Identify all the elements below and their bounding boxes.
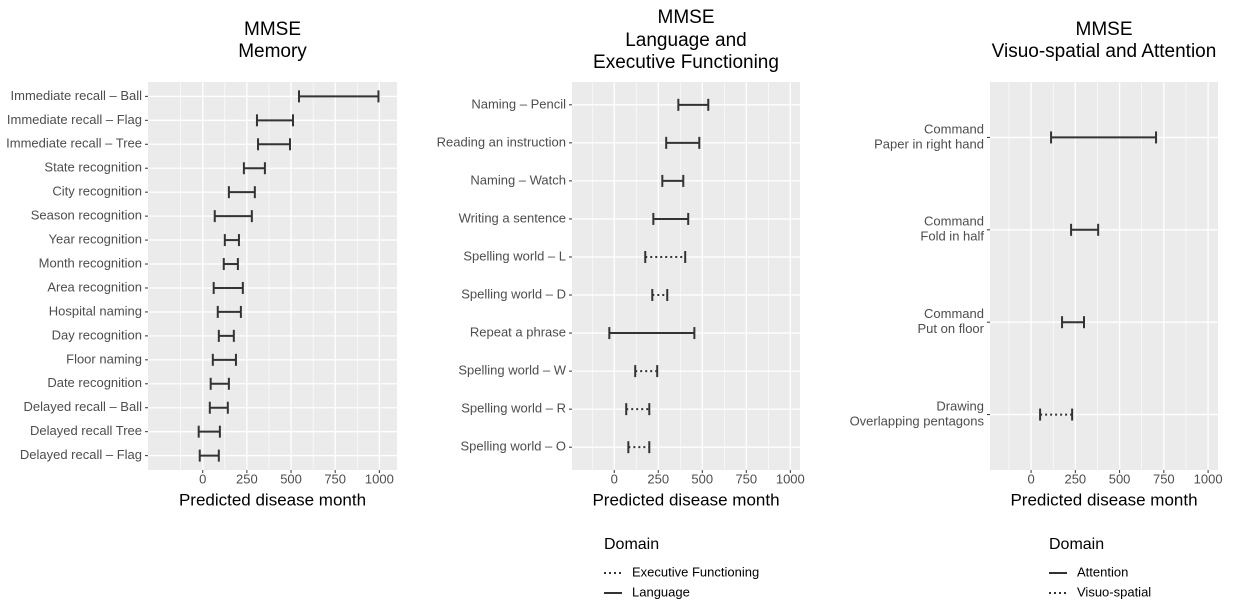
y-tick-label: City recognition bbox=[52, 184, 142, 199]
plot-panel bbox=[990, 82, 1218, 470]
y-tick-label: Delayed recall Tree bbox=[30, 423, 142, 438]
legend-title: Domain bbox=[604, 536, 659, 553]
chart-title: Memory bbox=[238, 41, 307, 62]
y-tick-label: Year recognition bbox=[49, 232, 142, 247]
x-axis-title: Predicted disease month bbox=[179, 490, 366, 509]
chart-title: Language and bbox=[625, 30, 747, 51]
y-tick-label: Delayed recall – Ball bbox=[23, 399, 142, 414]
y-tick-label: Day recognition bbox=[52, 327, 142, 342]
y-tick-label: Reading an instruction bbox=[437, 134, 566, 149]
y-tick-label: Paper in right hand bbox=[874, 136, 984, 151]
legend-label: Executive Functioning bbox=[632, 564, 759, 579]
y-tick-label: Season recognition bbox=[31, 208, 142, 223]
chart-title: MMSE bbox=[658, 7, 715, 28]
x-tick-label: 250 bbox=[1064, 471, 1086, 486]
x-tick-label: 1000 bbox=[1194, 471, 1223, 486]
y-tick-label: Area recognition bbox=[47, 279, 142, 294]
y-tick-label: Immediate recall – Ball bbox=[11, 88, 143, 103]
y-tick-label: Drawing bbox=[936, 399, 984, 414]
y-tick-label: Immediate recall – Flag bbox=[7, 112, 142, 127]
y-tick-label: Spelling world – W bbox=[458, 363, 566, 378]
x-tick-label: 750 bbox=[1153, 471, 1175, 486]
y-tick-label: Command bbox=[924, 306, 984, 321]
x-tick-label: 500 bbox=[691, 471, 713, 486]
y-tick-label: Writing a sentence bbox=[459, 210, 566, 225]
y-tick-label: Fold in half bbox=[920, 229, 984, 244]
y-tick-label: Spelling world – L bbox=[463, 248, 566, 263]
x-tick-label: 0 bbox=[199, 471, 206, 486]
chart-title: MMSE bbox=[244, 19, 301, 40]
y-tick-label: Delayed recall – Flag bbox=[20, 447, 142, 462]
y-tick-label: Month recognition bbox=[39, 255, 142, 270]
legend-label: Language bbox=[632, 584, 690, 599]
x-axis-title: Predicted disease month bbox=[1010, 490, 1197, 509]
legend-title: Domain bbox=[1049, 536, 1104, 553]
plot-panel bbox=[572, 82, 800, 470]
y-tick-label: Repeat a phrase bbox=[470, 324, 566, 339]
x-tick-label: 500 bbox=[280, 471, 302, 486]
chart-title: Executive Functioning bbox=[593, 52, 779, 73]
y-tick-label: Command bbox=[924, 121, 984, 136]
y-tick-label: Naming – Pencil bbox=[471, 96, 566, 111]
x-tick-label: 1000 bbox=[776, 471, 805, 486]
x-tick-label: 0 bbox=[1027, 471, 1034, 486]
y-tick-label: State recognition bbox=[44, 160, 142, 175]
y-tick-label: Spelling world – D bbox=[461, 286, 566, 301]
plot-panel bbox=[148, 82, 397, 470]
x-tick-label: 500 bbox=[1109, 471, 1131, 486]
x-tick-label: 750 bbox=[735, 471, 757, 486]
chart-title: MMSE bbox=[1076, 19, 1133, 40]
y-tick-label: Spelling world – O bbox=[461, 439, 567, 454]
x-tick-label: 250 bbox=[647, 471, 669, 486]
y-tick-label: Spelling world – R bbox=[461, 401, 566, 416]
x-tick-label: 250 bbox=[236, 471, 258, 486]
y-tick-label: Put on floor bbox=[918, 321, 985, 336]
chart-title: Visuo-spatial and Attention bbox=[992, 41, 1217, 62]
legend-label: Visuo-spatial bbox=[1077, 584, 1151, 599]
y-tick-label: Overlapping pentagons bbox=[850, 414, 985, 429]
x-tick-label: 750 bbox=[324, 471, 346, 486]
x-axis-title: Predicted disease month bbox=[592, 490, 779, 509]
x-tick-label: 1000 bbox=[365, 471, 394, 486]
y-tick-label: Immediate recall – Tree bbox=[6, 136, 142, 151]
y-tick-label: Hospital naming bbox=[49, 303, 142, 318]
y-tick-label: Floor naming bbox=[66, 351, 142, 366]
y-tick-label: Naming – Watch bbox=[470, 172, 566, 187]
legend-label: Attention bbox=[1077, 564, 1128, 579]
x-tick-label: 0 bbox=[611, 471, 618, 486]
y-tick-label: Date recognition bbox=[47, 375, 142, 390]
y-tick-label: Command bbox=[924, 214, 984, 229]
